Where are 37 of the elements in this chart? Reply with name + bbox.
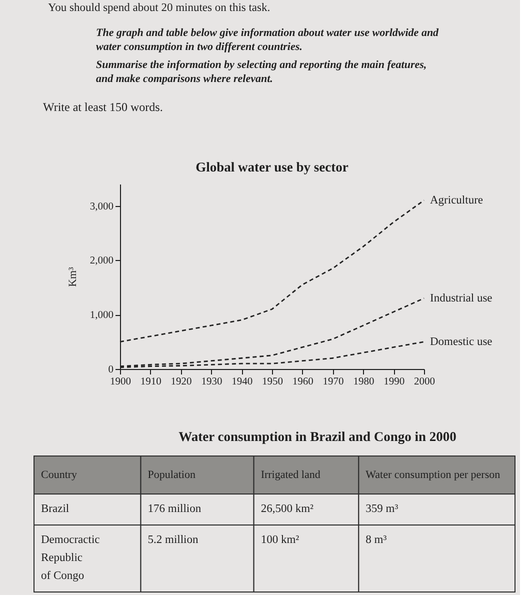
y-tick-label: 1,000 bbox=[90, 310, 114, 322]
x-tick-label: 1960 bbox=[292, 376, 314, 388]
series-label: Industrial use bbox=[430, 292, 492, 304]
series-label: Domestic use bbox=[430, 336, 492, 348]
text: 26,500 km² bbox=[260, 503, 314, 515]
x-tick-label: 1990 bbox=[384, 376, 405, 388]
x-tick-label: 2000 bbox=[414, 376, 435, 388]
category-label: Irrigated land bbox=[260, 469, 321, 481]
x-tick-label: 1900 bbox=[110, 376, 131, 388]
series-label: Agriculture bbox=[430, 194, 484, 206]
text: Water consumption in Brazil and Congo in 2000 bbox=[178, 429, 457, 444]
x-tick-label: 1920 bbox=[170, 376, 192, 388]
y-tick-label: 2,000 bbox=[90, 256, 114, 267]
category-label: Country bbox=[41, 469, 78, 481]
text: You should spend about 20 minutes on this task. bbox=[48, 2, 270, 14]
y-tick-label: 3,000 bbox=[90, 201, 114, 212]
text: Brazil bbox=[41, 503, 70, 515]
x-tick-label: 1910 bbox=[140, 376, 162, 388]
chart-title: Global water use by sector bbox=[196, 160, 348, 174]
y-axis-title: Km³ bbox=[66, 266, 79, 287]
y-tick-label: 0 bbox=[108, 364, 114, 376]
text: 5.2 million bbox=[148, 534, 198, 546]
x-tick-label: 1950 bbox=[262, 376, 283, 388]
text: The graph and table below give information about water use worldwide and water consumption in two different countries. bbox=[96, 27, 440, 53]
text: Democractic Republic of Congo bbox=[41, 534, 100, 582]
x-tick-label: 1970 bbox=[322, 376, 344, 388]
category-label: Water consumption per person bbox=[366, 469, 501, 481]
x-tick-label: 1940 bbox=[232, 376, 253, 388]
text: 8 m³ bbox=[366, 534, 387, 546]
text: 176 million bbox=[148, 503, 202, 515]
text: Write at least 150 words. bbox=[43, 100, 163, 114]
text: Summarise the information by selecting and reporting the main features, and make comparisons where relevant. bbox=[96, 59, 427, 85]
text: 359 m³ bbox=[366, 503, 398, 515]
text: 100 km² bbox=[260, 534, 300, 546]
x-tick-label: 1980 bbox=[353, 376, 374, 388]
x-tick-label: 1930 bbox=[201, 376, 222, 388]
category-label: Population bbox=[148, 469, 196, 481]
